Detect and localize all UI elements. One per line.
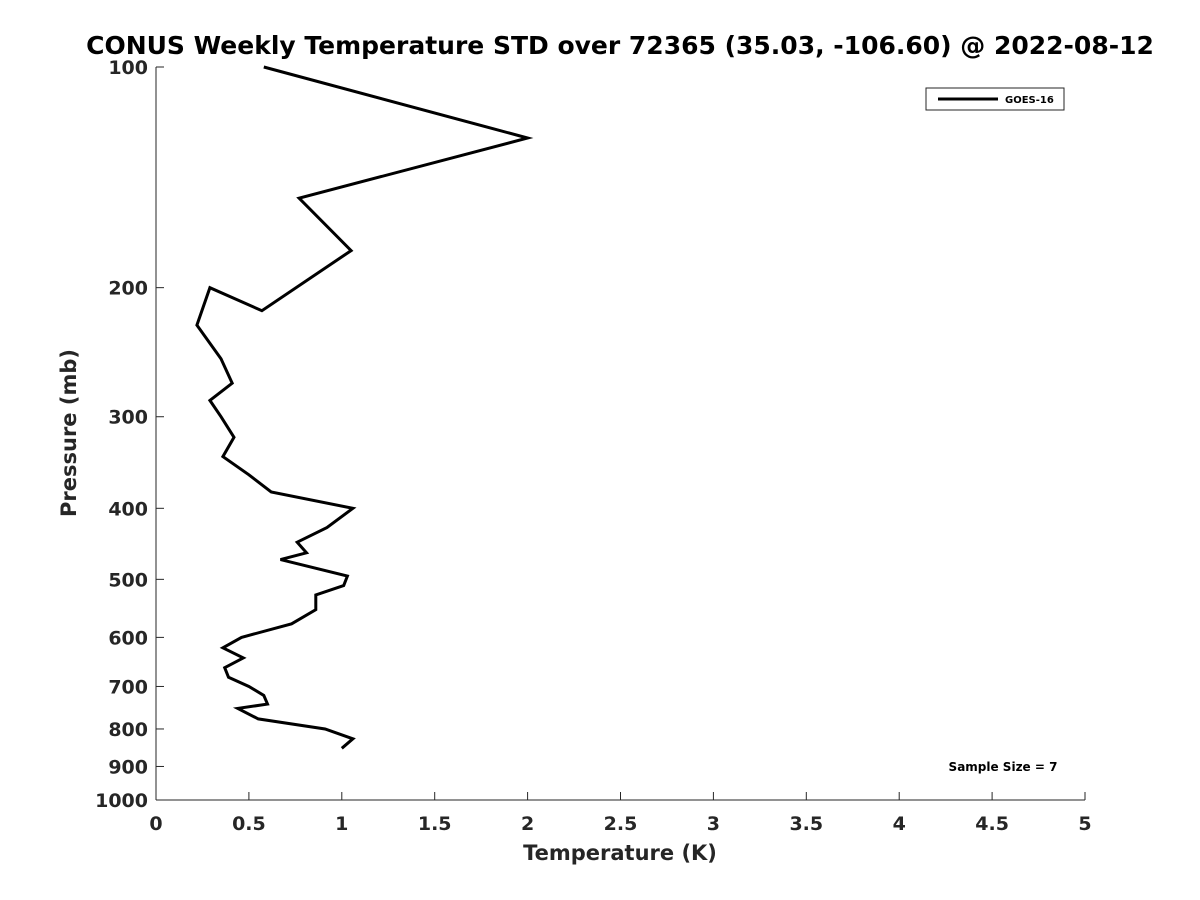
y-tick-label: 800 [108, 719, 148, 741]
plot-area [156, 67, 1085, 800]
x-tick-label: 2 [521, 813, 534, 835]
series-line-goes-16 [195, 65, 534, 750]
x-tick-label: 3.5 [789, 813, 823, 835]
x-tick-label: 4 [893, 813, 906, 835]
legend: GOES-16 [925, 87, 1065, 111]
x-tick-label: 1.5 [418, 813, 452, 835]
series-layer [195, 65, 534, 750]
chart-title: CONUS Weekly Temperature STD over 72365 … [86, 31, 1154, 60]
x-tick-label: 3 [707, 813, 720, 835]
y-tick-label: 1000 [95, 790, 148, 812]
x-tick-label: 2.5 [604, 813, 638, 835]
y-axis-label: Pressure (mb) [57, 349, 81, 517]
y-tick-label: 900 [108, 756, 148, 778]
x-tick-label: 0.5 [232, 813, 266, 835]
y-tick-label: 400 [108, 498, 148, 520]
x-tick-label: 0 [149, 813, 162, 835]
x-tick-label: 1 [335, 813, 348, 835]
y-tick-label: 600 [108, 627, 148, 649]
x-axis-ticks: 0 0.5 1 1.5 2 2.5 3 3.5 4 4.5 5 [149, 792, 1092, 835]
y-tick-label: 100 [108, 57, 148, 79]
legend-label-goes-16: GOES-16 [1005, 95, 1054, 106]
x-tick-label: 5 [1078, 813, 1091, 835]
y-tick-label: 500 [108, 569, 148, 591]
y-axis-ticks: 100 200 300 400 500 600 700 800 900 1000 [95, 57, 164, 812]
y-tick-label: 200 [108, 278, 148, 300]
x-tick-label: 4.5 [975, 813, 1009, 835]
y-tick-label: 300 [108, 407, 148, 429]
x-axis-label: Temperature (K) [523, 841, 717, 865]
y-tick-label: 700 [108, 676, 148, 698]
sample-size-annotation: Sample Size = 7 [949, 760, 1058, 774]
